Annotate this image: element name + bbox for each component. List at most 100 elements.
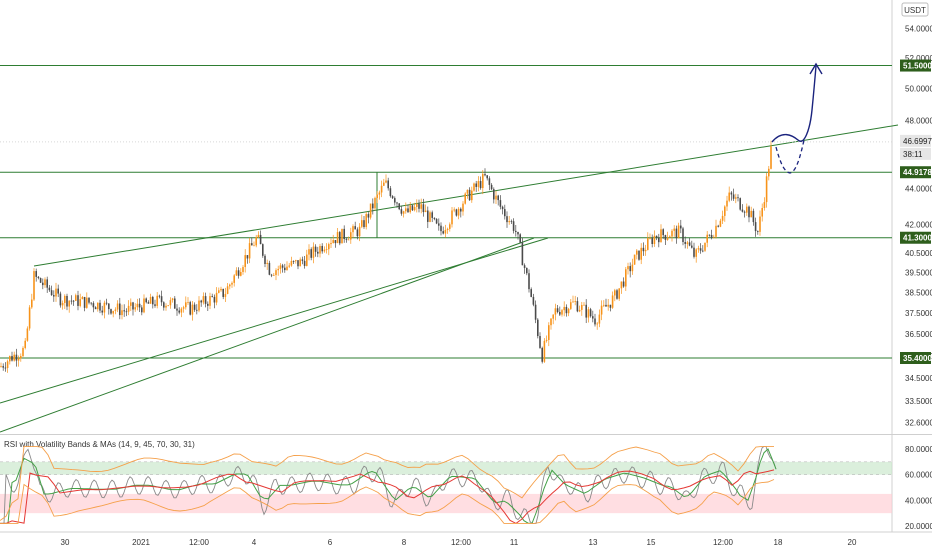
candle-body [141, 307, 143, 313]
candle-body [31, 299, 33, 308]
candle-body [59, 293, 62, 306]
candle-body [660, 229, 662, 243]
rsi-lower-band [0, 479, 775, 524]
candle-body [460, 208, 462, 212]
candle-body [336, 232, 339, 244]
candle-body [352, 226, 354, 233]
candle-body [215, 292, 218, 303]
candle-body [673, 228, 675, 231]
candle-body [68, 300, 70, 307]
candle-body [482, 174, 484, 189]
time-tick-label: 13 [589, 538, 598, 547]
projection-path [771, 65, 817, 143]
candle-body [48, 287, 51, 291]
candle-body [761, 208, 763, 217]
candle-body [622, 281, 625, 287]
candle-body [743, 211, 746, 213]
candle-body [631, 264, 634, 272]
candle-body [400, 209, 403, 214]
candle-body [0, 366, 2, 367]
trend-line[interactable] [0, 237, 535, 433]
candle-body [72, 300, 75, 302]
candle-body [541, 347, 543, 362]
candle-body [255, 237, 257, 246]
candle-body [473, 183, 475, 191]
candle-body [231, 282, 233, 285]
candle-body [301, 259, 304, 261]
candle-body [413, 206, 416, 211]
candle-body [218, 290, 220, 293]
price-tick-label: 40.5000 [905, 249, 932, 258]
price-tick-label: 32.6000 [905, 418, 932, 427]
currency-badge[interactable]: USDT [901, 2, 929, 17]
candle-body [431, 212, 433, 218]
candle-body [504, 209, 506, 217]
candle-body [99, 302, 101, 311]
candle-body [240, 271, 242, 276]
candle-body [512, 221, 515, 231]
candle-body [521, 242, 524, 266]
candle-body [149, 296, 152, 304]
candle-body [627, 266, 629, 270]
candle-body [768, 168, 770, 177]
price-tag-box [900, 231, 931, 244]
candle-body [15, 354, 18, 361]
projection-arrow[interactable] [771, 62, 823, 174]
candle-body [277, 268, 279, 271]
candle-body [596, 323, 598, 325]
candle-body [468, 189, 471, 201]
candle-body [559, 311, 561, 315]
candle-body [713, 236, 715, 238]
candle-body [651, 238, 653, 244]
candle-body [112, 310, 114, 314]
candle-body [440, 225, 442, 232]
candle-body [644, 249, 647, 252]
candle-body [273, 274, 275, 276]
candle-body [704, 242, 706, 251]
candle-body [724, 206, 726, 216]
candle-body [728, 192, 730, 201]
rsi-band [0, 461, 892, 475]
candle-body [328, 244, 330, 250]
candle-body [224, 293, 227, 297]
candle-body [420, 204, 422, 209]
candle-body [682, 228, 684, 243]
candle-body [765, 176, 768, 203]
candle-body [143, 298, 145, 313]
candle-body [528, 273, 530, 290]
candle-body [138, 303, 141, 308]
candle-body [684, 242, 686, 244]
candle-body [347, 239, 350, 241]
candle-body [741, 209, 744, 212]
candle-body [695, 249, 697, 257]
candle-body [394, 198, 396, 203]
candle-body [244, 255, 246, 268]
currency-badge-box [901, 2, 929, 17]
candle-body [411, 205, 414, 211]
candle-body [363, 220, 365, 228]
candle-body [572, 301, 574, 303]
candle-body [475, 183, 477, 187]
candle-body [105, 302, 108, 304]
candle-body [746, 206, 748, 213]
candle-body [444, 229, 447, 234]
candle-body [556, 308, 559, 312]
time-axis: 30 2021 12:00 4 6 8 12:00 11 13 15 12:00 18 20 [61, 538, 857, 547]
candle-body [530, 289, 532, 297]
candle-body [508, 221, 510, 223]
candle-body [167, 305, 169, 307]
candle-body [543, 340, 546, 362]
time-tick-label: 11 [510, 538, 519, 547]
price-tick-label: 44.0000 [905, 184, 932, 193]
candle-body [259, 234, 262, 245]
time-tick-label: 4 [252, 538, 257, 547]
candle-body [754, 222, 757, 232]
candle-body [600, 305, 603, 315]
candle-body [607, 304, 609, 307]
candle-body [70, 300, 73, 302]
candle-body [550, 318, 552, 326]
candle-body [37, 276, 40, 279]
trend-line[interactable] [0, 237, 549, 404]
